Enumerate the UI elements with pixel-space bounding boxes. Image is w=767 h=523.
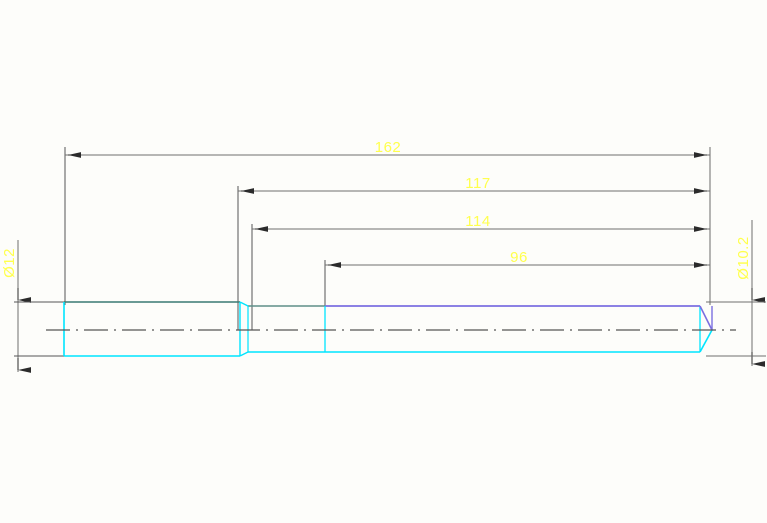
dimension-label-diameter-12: Ø12 bbox=[1, 248, 18, 278]
profile-chamfer-top bbox=[239, 301, 249, 307]
dimension-96[interactable]: 96 bbox=[324, 249, 711, 330]
dimension-162[interactable]: 162 bbox=[64, 139, 711, 305]
profile-chamfer-bottom bbox=[239, 351, 249, 357]
dimension-label-114: 114 bbox=[465, 213, 490, 230]
part-profile[interactable] bbox=[63, 301, 713, 357]
dimension-114[interactable]: 114 bbox=[251, 213, 711, 330]
dimension-diameter-10-2[interactable]: Ø10.2 bbox=[706, 220, 766, 367]
dimension-label-117: 117 bbox=[465, 175, 490, 192]
dimension-117[interactable]: 117 bbox=[237, 175, 711, 330]
dimension-label-diameter-10-2: Ø10.2 bbox=[735, 236, 752, 279]
dimension-diameter-12[interactable]: Ø12 bbox=[1, 240, 70, 373]
profile-cone-upper-edge bbox=[699, 305, 713, 331]
dimension-label-96: 96 bbox=[510, 249, 528, 266]
dimension-label-162: 162 bbox=[375, 139, 402, 156]
profile-cone-lower-edge bbox=[699, 329, 713, 353]
